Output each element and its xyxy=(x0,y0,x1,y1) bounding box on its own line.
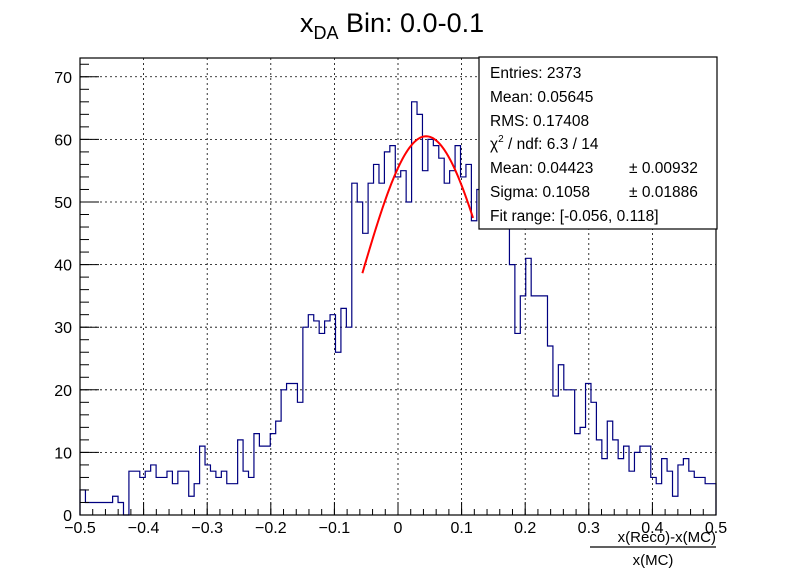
y-tick-label: 10 xyxy=(54,445,72,462)
stats-fit-range: Fit range: [-0.056, 0.118] xyxy=(490,208,659,225)
stats-chi2-sup: 2 xyxy=(498,134,504,145)
y-tick-label: 70 xyxy=(54,70,72,87)
stats-fit-mean-error: ± 0.00932 xyxy=(629,160,698,177)
y-tick-label: 50 xyxy=(54,195,72,212)
fit-curve xyxy=(361,135,475,274)
x-tick-label: 0 xyxy=(394,520,403,537)
x-tick-label: −0.4 xyxy=(128,520,160,537)
x-axis-title: x(Reco)-x(MC) x(MC) xyxy=(590,529,716,569)
x-tick-label: 0.2 xyxy=(514,520,536,537)
x-tick-label: 0.5 xyxy=(705,520,727,537)
y-tick-label: 0 xyxy=(63,508,72,525)
y-tick-label: 40 xyxy=(54,258,72,275)
stats-rms: RMS: 0.17408 xyxy=(490,113,589,130)
stats-chi2-symbol: χ xyxy=(490,136,498,153)
x-tick-label: 0.3 xyxy=(578,520,600,537)
title-rest: Bin: 0.0-0.1 xyxy=(339,8,485,38)
axis-ticks xyxy=(79,63,717,516)
x-tick-label: 0.4 xyxy=(641,520,663,537)
stats-chi2-rest: / ndf: 6.3 / 14 xyxy=(504,136,599,153)
x-tick-label: 0.1 xyxy=(450,520,472,537)
chart-title: xDA Bin: 0.0-0.1 xyxy=(300,8,484,43)
stats-chi2: χ2 / ndf: 6.3 / 14 xyxy=(490,134,599,153)
histogram-series xyxy=(79,101,717,516)
stats-box-frame xyxy=(478,56,718,230)
title-subscript: DA xyxy=(314,23,339,43)
stats-mean: Mean: 0.05645 xyxy=(490,89,593,106)
y-axis-tick-labels: 0 10 20 30 40 50 60 70 xyxy=(54,70,72,525)
y-tick-label: 60 xyxy=(54,132,72,149)
y-tick-label: 20 xyxy=(54,383,72,400)
x-tick-label: −0.1 xyxy=(319,520,351,537)
title-main: x xyxy=(300,8,314,38)
y-tick-label: 30 xyxy=(54,320,72,337)
x-axis-tick-labels: −0.5 −0.4 −0.3 −0.2 −0.1 0 0.1 0.2 0.3 0.4 0.5 xyxy=(64,520,727,537)
stats-fit-mean: Mean: 0.04423 xyxy=(490,160,593,177)
stats-fit-sigma: Sigma: 0.1058 xyxy=(490,184,590,201)
stats-box: Entries: 2373 Mean: 0.05645 RMS: 0.17408… xyxy=(478,56,718,230)
stats-fit-sigma-error: ± 0.01886 xyxy=(629,184,698,201)
x-tick-label: −0.3 xyxy=(191,520,223,537)
x-axis-title-denominator: x(MC) xyxy=(633,552,674,569)
x-tick-label: −0.5 xyxy=(64,520,96,537)
stats-entries: Entries: 2373 xyxy=(490,65,581,82)
x-tick-label: −0.2 xyxy=(255,520,287,537)
x-axis-title-numerator: x(Reco)-x(MC) xyxy=(618,529,716,546)
